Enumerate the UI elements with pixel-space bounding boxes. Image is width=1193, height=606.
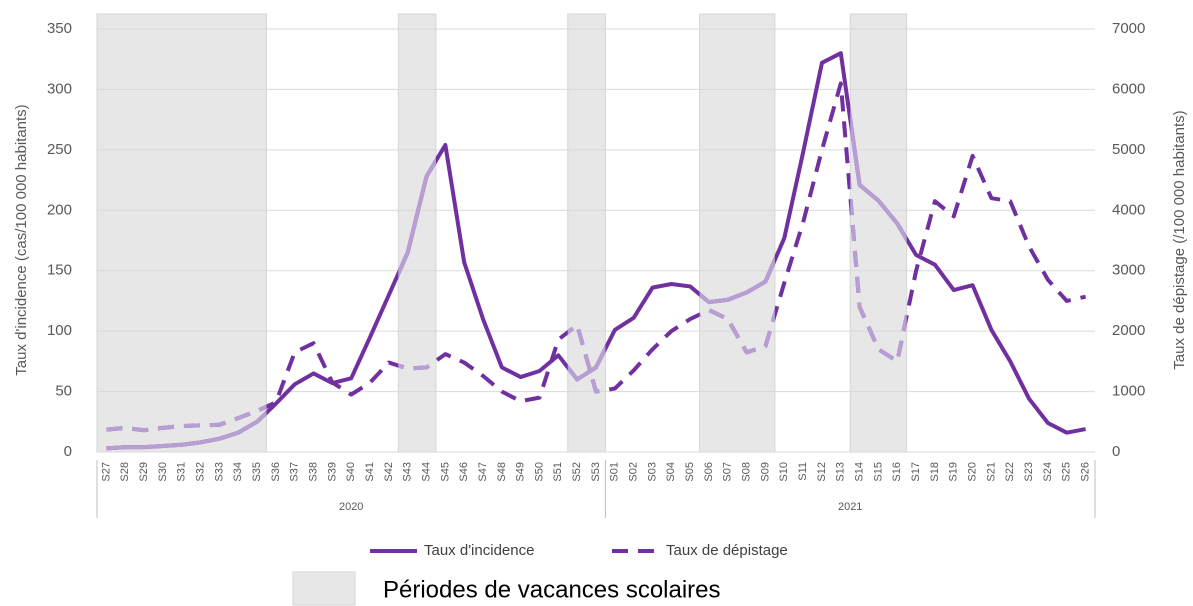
x-tick-label: S30 — [157, 462, 169, 482]
x-tick-label: S11 — [797, 462, 809, 481]
x-tick-label: S12 — [816, 462, 828, 482]
x-tick-label: S34 — [232, 462, 244, 482]
x-tick-label: S33 — [213, 462, 225, 482]
x-tick-label: S17 — [910, 462, 922, 482]
x-tick-label: S43 — [402, 462, 414, 482]
x-tick-label: S27 — [100, 462, 112, 482]
x-tick-label: S21 — [985, 462, 997, 482]
x-tick-label: S25 — [1061, 462, 1073, 482]
x-tick-label: S24 — [1042, 462, 1054, 482]
legend-label: Taux de dépistage — [666, 542, 788, 559]
x-tick-label: S03 — [646, 462, 658, 482]
group-label: 2021 — [838, 501, 862, 513]
x-tick-label: S09 — [759, 462, 771, 482]
x-tick-label: S42 — [383, 462, 395, 482]
x-tick-label: S19 — [948, 462, 960, 482]
x-tick-label: S50 — [533, 462, 545, 482]
x-tick-label: S38 — [307, 462, 319, 482]
x-tick-label: S07 — [722, 462, 734, 482]
y2-tick-label: 7000 — [1112, 20, 1145, 37]
x-tick-label: S48 — [496, 462, 508, 482]
x-tick-label: S32 — [194, 462, 206, 482]
x-tick-label: S40 — [345, 462, 357, 482]
x-tick-label: S01 — [609, 462, 621, 482]
x-tick-label: S04 — [665, 462, 677, 482]
x-tick-label: S22 — [1004, 462, 1016, 482]
x-tick-label: S36 — [270, 462, 282, 482]
y-tick-label: 0 — [64, 443, 72, 460]
x-tick-label: S23 — [1023, 462, 1035, 482]
x-tick-label: S53 — [590, 462, 602, 482]
x-tick-label: S13 — [835, 462, 847, 482]
y-axis-title: Taux d'incidence (cas/100 000 habitants) — [13, 104, 30, 375]
legend-label: Taux d'incidence — [424, 542, 534, 559]
x-tick-label: S39 — [326, 462, 338, 482]
x-tick-label: S52 — [571, 462, 583, 482]
x-tick-label: S10 — [778, 462, 790, 482]
y2-tick-label: 4000 — [1112, 201, 1145, 218]
y-tick-label: 250 — [47, 141, 72, 158]
x-tick-label: S37 — [289, 462, 301, 482]
y2-tick-label: 2000 — [1112, 322, 1145, 339]
y-tick-label: 50 — [55, 383, 72, 400]
y2-tick-label: 1000 — [1112, 383, 1145, 400]
x-tick-label: S16 — [891, 462, 903, 482]
x-tick-label: S47 — [477, 462, 489, 482]
y-tick-label: 150 — [47, 262, 72, 279]
y2-tick-label: 3000 — [1112, 262, 1145, 279]
y2-axis-title: Taux de dépistage (/100 000 habitants) — [1171, 110, 1188, 369]
y-tick-label: 350 — [47, 20, 72, 37]
x-tick-label: S26 — [1079, 462, 1091, 482]
y-tick-label: 100 — [47, 322, 72, 339]
x-tick-label: S15 — [872, 462, 884, 482]
group-label: 2020 — [339, 501, 363, 513]
vacation-period — [849, 13, 908, 453]
legend-vacation-swatch — [292, 571, 356, 606]
vacation-period — [567, 13, 606, 453]
x-tick-label: S06 — [703, 462, 715, 482]
vacation-period — [699, 13, 776, 453]
x-tick-label: S20 — [967, 462, 979, 482]
y-tick-label: 200 — [47, 201, 72, 218]
vacation-period — [96, 13, 267, 453]
x-tick-label: S02 — [628, 462, 640, 482]
vacation-period — [397, 13, 437, 453]
y2-tick-label: 6000 — [1112, 80, 1145, 97]
y2-tick-label: 5000 — [1112, 141, 1145, 158]
x-tick-label: S41 — [364, 462, 376, 482]
x-tick-label: S29 — [138, 462, 150, 482]
legend-vacation-label: Périodes de vacances scolaires — [383, 576, 721, 603]
x-tick-label: S05 — [684, 462, 696, 482]
x-tick-label: S49 — [515, 462, 527, 482]
x-tick-label: S14 — [854, 462, 866, 482]
x-tick-label: S18 — [929, 462, 941, 482]
x-tick-label: S31 — [176, 462, 188, 482]
x-tick-label: S08 — [741, 462, 753, 482]
x-tick-label: S28 — [119, 462, 131, 482]
x-tick-label: S51 — [552, 462, 564, 482]
x-tick-label: S46 — [458, 462, 470, 482]
x-tick-label: S35 — [251, 462, 263, 482]
y2-tick-label: 0 — [1112, 443, 1120, 460]
x-tick-label: S44 — [420, 462, 432, 482]
x-tick-label: S45 — [439, 462, 451, 482]
y-tick-label: 300 — [47, 80, 72, 97]
